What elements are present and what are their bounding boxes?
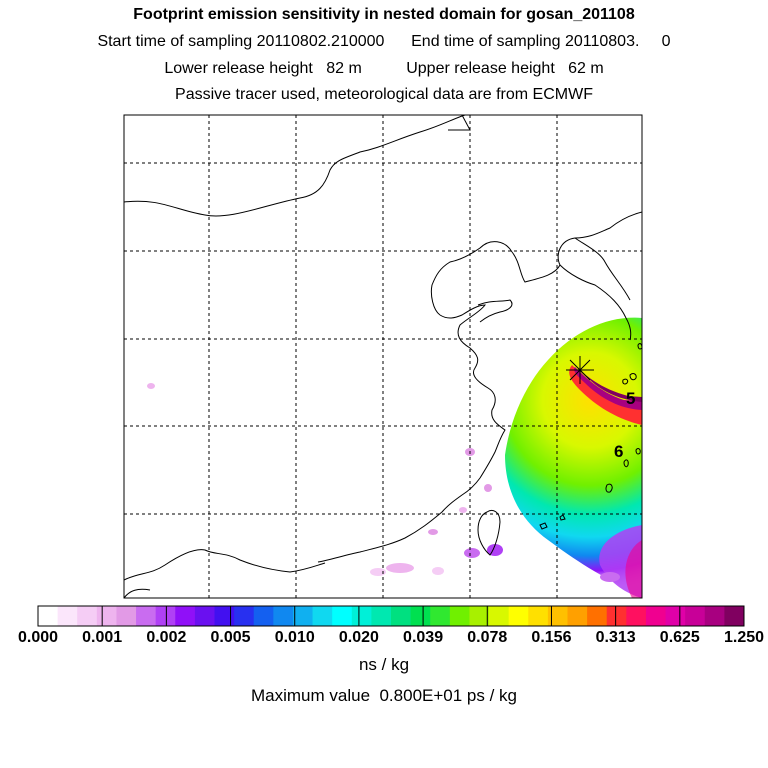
sensitivity-field (147, 317, 642, 598)
colorbar-cell (136, 606, 157, 626)
colorbar-cell (665, 606, 686, 626)
colorbar-tick-label: 0.313 (595, 629, 636, 646)
colorbar-cell (77, 606, 98, 626)
colorbar-cell (175, 606, 196, 626)
sampling-time-text: Start time of sampling 20110802.210000 E… (97, 33, 671, 50)
colorbar-tick-label: 0.020 (338, 629, 379, 646)
colorbar-cell (38, 606, 59, 626)
map-frame (123, 114, 643, 599)
colorbar-cell (234, 606, 255, 626)
colorbar-tick-label: 0.010 (274, 629, 315, 646)
colorbar-cell (587, 606, 608, 626)
coastlines (124, 115, 642, 598)
colorbar-cell (155, 606, 176, 626)
colorbar-tick-label: 0.078 (467, 629, 508, 646)
colorbar-cell (704, 606, 725, 626)
colorbar-cell (685, 606, 706, 626)
colorbar-cell (116, 606, 137, 626)
day-annotation-6: 6 (614, 442, 623, 461)
colorbar-cell (528, 606, 549, 626)
colorbar-tick-label: 0.039 (403, 629, 444, 646)
maximum-value-text: Maximum value 0.800E+01 ps / kg (251, 686, 517, 705)
colorbar-cell (312, 606, 333, 626)
colorbar-tick-label: 1.250 (723, 629, 765, 646)
colorbar-cell (292, 606, 314, 626)
colorbar-tick-label: 0.005 (210, 629, 251, 646)
colorbar-cell (214, 606, 235, 626)
colorbar-tick-label: 0.156 (531, 629, 572, 646)
colorbar-cell (645, 606, 667, 626)
tracer-info-text: Passive tracer used, meteorological data… (175, 86, 593, 103)
colorbar-tick-label: 0.000 (17, 629, 59, 646)
colorbar-tick-label: 0.002 (146, 629, 187, 646)
colorbar-units: ns / kg (358, 655, 410, 674)
colorbar-cell (96, 606, 117, 626)
colorbar-cell (724, 606, 745, 626)
colorbar-cell (371, 606, 392, 626)
lat-lon-grid (124, 115, 642, 598)
colorbar-cell (547, 606, 568, 626)
colorbar-cell (391, 606, 412, 626)
release-height-text: Lower release height 82 m Upper release … (164, 60, 604, 77)
colorbar-cell (194, 606, 215, 626)
colorbar-cell (626, 606, 647, 626)
colorbar-tick-label: 0.625 (659, 629, 700, 646)
colorbar-cell (606, 606, 627, 626)
colorbar-cell (253, 606, 274, 626)
colorbar-cell (351, 606, 372, 626)
release-site-marker (566, 356, 594, 384)
colorbar-cell (430, 606, 451, 626)
colorbar-cell (567, 606, 588, 626)
colorbar-cell (273, 606, 294, 626)
colorbar-cell (332, 606, 353, 626)
colorbar-cell (469, 606, 490, 626)
map-title: Footprint emission sensitivity in nested… (133, 6, 635, 23)
colorbar-cell (508, 606, 529, 626)
colorbar-cell (489, 606, 510, 626)
colorbar-cell (57, 606, 78, 626)
colorbar-cell (410, 606, 431, 626)
colorbar-tick-label: 0.001 (82, 629, 123, 646)
day-annotation-5: 5 (626, 389, 635, 408)
colorbar-cell (449, 606, 470, 626)
